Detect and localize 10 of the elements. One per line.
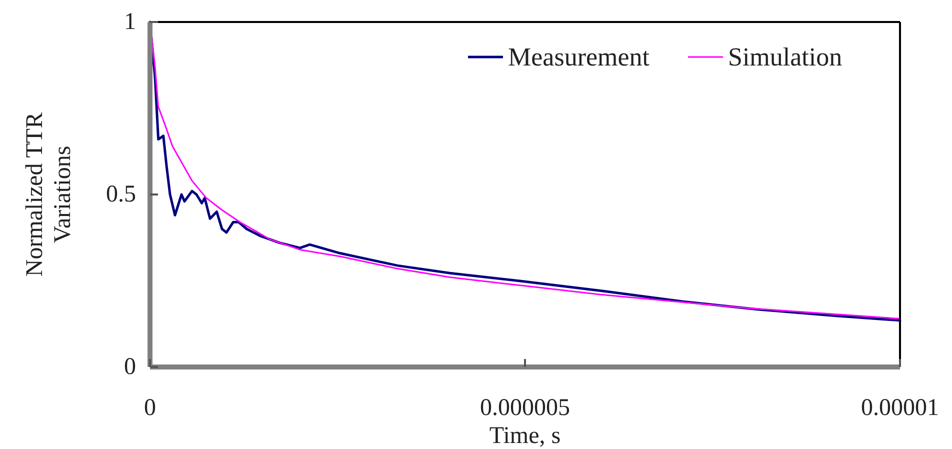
y-axis-title: Normalized TTR Variations <box>22 112 76 277</box>
x-tick-label: 0.000005 <box>480 395 570 421</box>
y-tick-label: 0 <box>124 354 136 380</box>
y-tick-label: 1 <box>124 9 136 35</box>
y-tick-label: 0.5 <box>106 182 136 208</box>
legend-label: Simulation <box>728 42 842 72</box>
legend-label: Measurement <box>508 42 650 72</box>
x-tick-label: 0.00001 <box>861 395 939 421</box>
x-tick-label: 0 <box>144 395 156 421</box>
x-axis-title: Time, s <box>489 423 561 449</box>
